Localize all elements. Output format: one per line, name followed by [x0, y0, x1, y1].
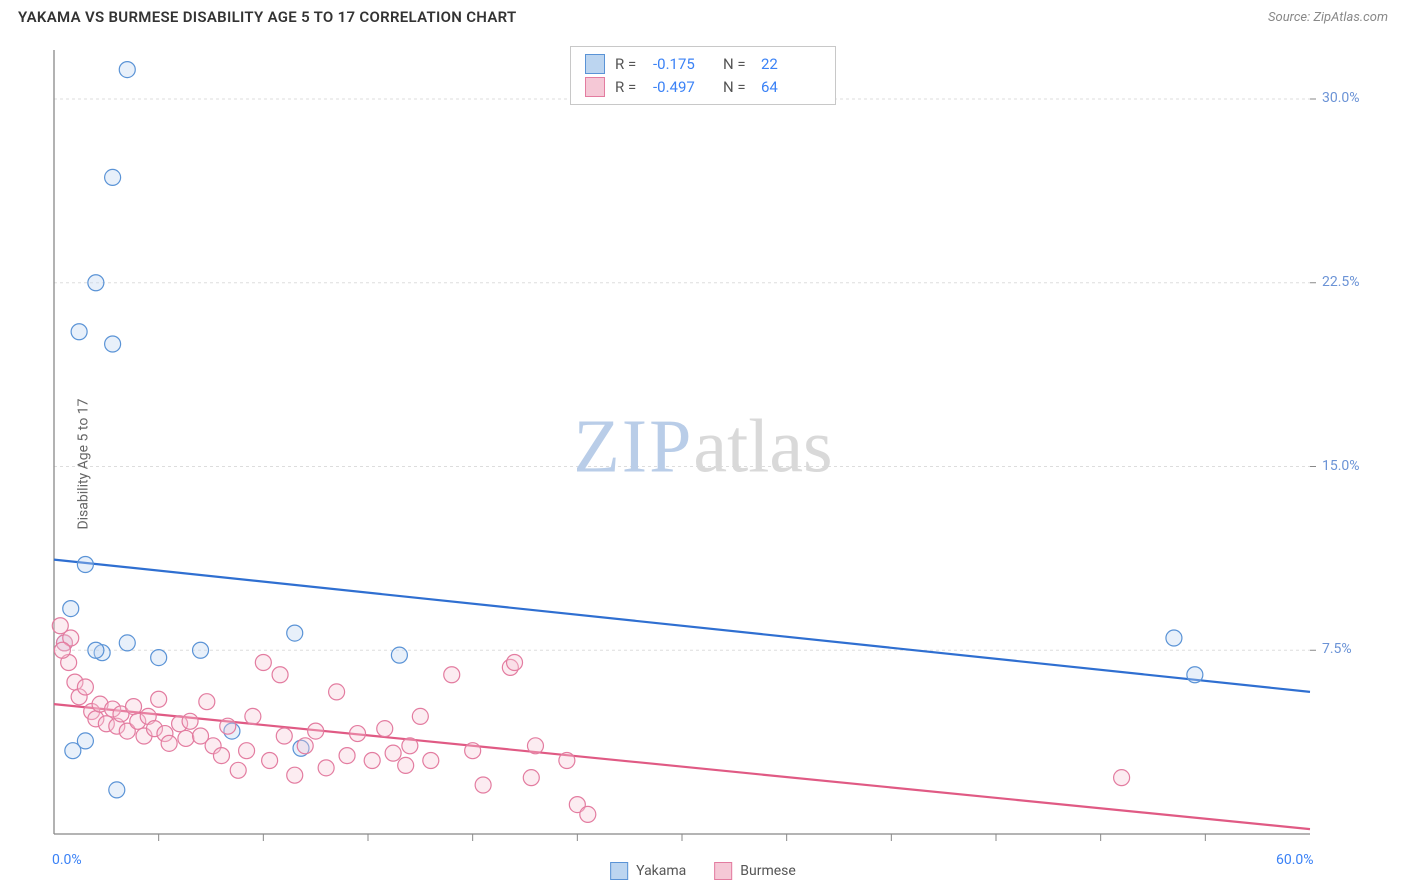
y-tick-label: 7.5% [1322, 641, 1352, 657]
r-label: R = [615, 53, 643, 76]
r-value-burmese: -0.497 [653, 76, 713, 99]
x-axis-end-label: 60.0% [1276, 852, 1314, 868]
chart-title: YAKAMA VS BURMESE DISABILITY AGE 5 TO 17… [18, 8, 517, 26]
legend-item-burmese: Burmese [714, 862, 796, 880]
series-legend: Yakama Burmese [610, 862, 796, 880]
source-attribution: Source: ZipAtlas.com [1268, 10, 1388, 25]
y-tick-label: 22.5% [1322, 274, 1360, 290]
legend-row-burmese: R = -0.497 N = 64 [585, 76, 821, 99]
scatter-plot [18, 46, 1388, 882]
n-label: N = [723, 53, 751, 76]
n-label: N = [723, 76, 751, 99]
legend-label-yakama: Yakama [636, 863, 686, 879]
n-value-burmese: 64 [761, 76, 821, 99]
y-tick-label: 30.0% [1322, 90, 1360, 106]
legend-row-yakama: R = -0.175 N = 22 [585, 53, 821, 76]
legend-swatch-yakama [585, 54, 605, 74]
n-value-yakama: 22 [761, 53, 821, 76]
chart-header: YAKAMA VS BURMESE DISABILITY AGE 5 TO 17… [0, 0, 1406, 32]
legend-label-burmese: Burmese [740, 863, 796, 879]
source-prefix: Source: [1268, 10, 1313, 25]
legend-swatch-yakama-b [610, 862, 628, 880]
x-axis-start-label: 0.0% [52, 852, 82, 868]
y-tick-label: 15.0% [1322, 458, 1360, 474]
y-axis-label: Disability Age 5 to 17 [76, 398, 92, 529]
r-label: R = [615, 76, 643, 99]
source-name: ZipAtlas.com [1313, 10, 1388, 25]
chart-area: Disability Age 5 to 17 ZIPatlas R = -0.1… [18, 46, 1388, 882]
correlation-legend: R = -0.175 N = 22 R = -0.497 N = 64 [570, 46, 836, 105]
legend-swatch-burmese-b [714, 862, 732, 880]
legend-item-yakama: Yakama [610, 862, 686, 880]
legend-swatch-burmese [585, 77, 605, 97]
r-value-yakama: -0.175 [653, 53, 713, 76]
